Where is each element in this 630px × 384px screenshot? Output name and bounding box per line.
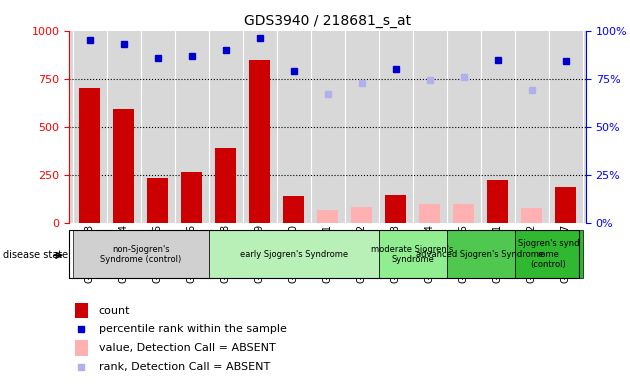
Bar [79, 88, 100, 223]
Text: advanced Sjogren's Syndrome: advanced Sjogren's Syndrome [416, 250, 544, 259]
Bar [488, 180, 508, 223]
Text: moderate Sjogren's
Syndrome: moderate Sjogren's Syndrome [371, 245, 454, 264]
Text: early Sjogren's Syndrome: early Sjogren's Syndrome [239, 250, 348, 259]
Bar [181, 172, 202, 223]
Bar [75, 341, 88, 356]
Text: Sjogren's synd
rome
(control): Sjogren's synd rome (control) [518, 240, 579, 269]
Bar [75, 303, 88, 318]
Bar [147, 177, 168, 223]
Text: value, Detection Call = ABSENT: value, Detection Call = ABSENT [99, 343, 275, 353]
Title: GDS3940 / 218681_s_at: GDS3940 / 218681_s_at [244, 14, 411, 28]
Text: rank, Detection Call = ABSENT: rank, Detection Call = ABSENT [99, 362, 270, 372]
Bar [447, 230, 515, 278]
Bar [555, 187, 576, 223]
Bar [352, 207, 372, 223]
Bar [249, 60, 270, 223]
Bar [386, 195, 406, 223]
Bar [72, 230, 209, 278]
Bar [113, 109, 134, 223]
Text: count: count [99, 306, 130, 316]
Text: percentile rank within the sample: percentile rank within the sample [99, 324, 287, 334]
Text: non-Sjogren's
Syndrome (control): non-Sjogren's Syndrome (control) [100, 245, 181, 264]
Bar [420, 204, 440, 223]
Bar [379, 230, 447, 278]
Bar [522, 208, 542, 223]
Bar [515, 230, 583, 278]
Bar [318, 210, 338, 223]
Bar [209, 230, 379, 278]
Bar [454, 204, 474, 223]
Text: disease state: disease state [3, 250, 68, 260]
Bar [284, 196, 304, 223]
Bar [215, 148, 236, 223]
